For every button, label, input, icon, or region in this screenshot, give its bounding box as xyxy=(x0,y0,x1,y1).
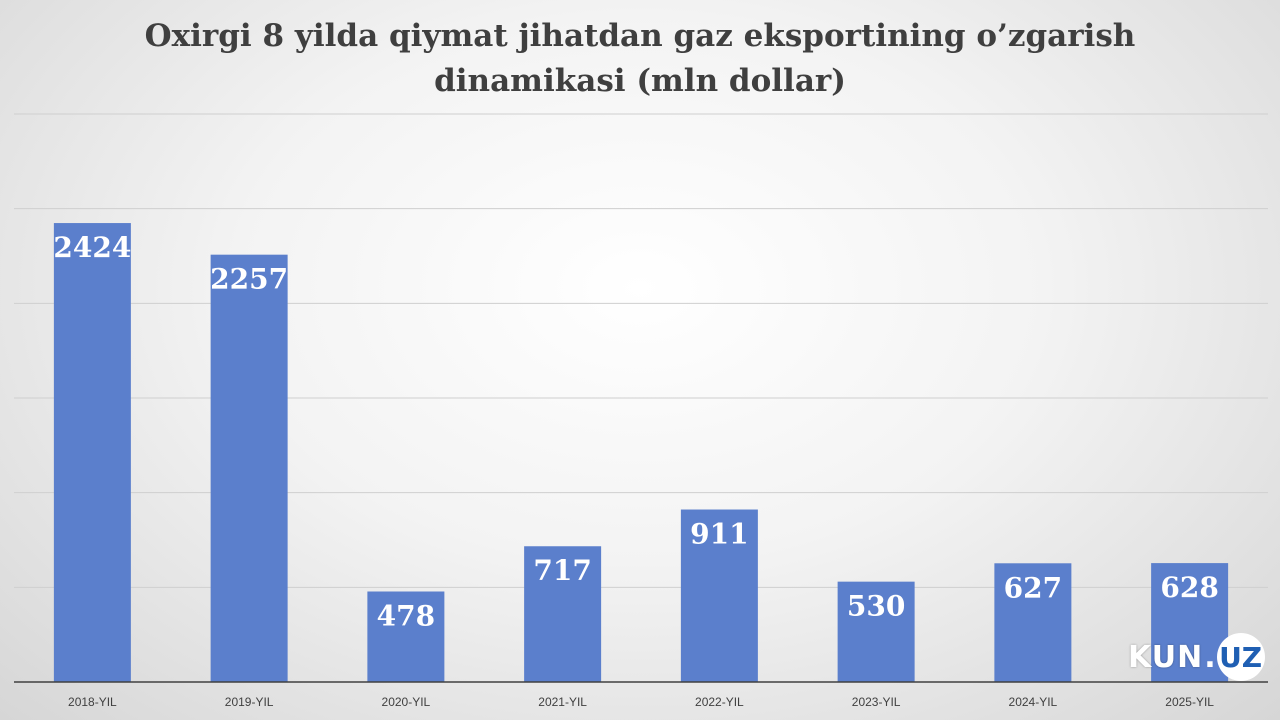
x-tick-label-2025-yil: 2025-YIL xyxy=(1165,695,1214,709)
data-label-2018-yil: 2424 xyxy=(53,231,131,264)
x-tick-label-2021-yil: 2021-YIL xyxy=(538,695,587,709)
logo-dot: . xyxy=(1204,639,1216,675)
data-label-2019-yil: 2257 xyxy=(210,263,288,296)
chart-title-line-2: dinamikasi (mln dollar) xyxy=(434,63,846,99)
x-tick-label-2018-yil: 2018-YIL xyxy=(68,695,117,709)
x-tick-label-2022-yil: 2022-YIL xyxy=(695,695,744,709)
bar-2025-yil xyxy=(1151,563,1229,682)
logo-uz-badge: UZ xyxy=(1216,633,1265,681)
x-tick-label-2023-yil: 2023-YIL xyxy=(852,695,901,709)
data-label-2025-yil: 628 xyxy=(1160,571,1218,604)
labels: 2424 2018-YIL 2257 2019-YIL 478 2020-YIL 717 20… xyxy=(53,231,1218,709)
data-label-2024-yil: 627 xyxy=(1004,571,1062,604)
bar-2021-yil xyxy=(524,546,602,682)
x-tick-label-2024-yil: 2024-YIL xyxy=(1009,695,1058,709)
data-label-2021-yil: 717 xyxy=(533,554,591,587)
chart-title: Oxirgi 8 yilda qiymat jihatdan gaz ekspo… xyxy=(0,14,1280,104)
chart-title-line-1: Oxirgi 8 yilda qiymat jihatdan gaz ekspo… xyxy=(144,18,1136,54)
gridlines xyxy=(14,113,1268,588)
bar-2024-yil xyxy=(994,563,1072,682)
x-tick-label-2019-yil: 2019-YIL xyxy=(225,695,274,709)
bars xyxy=(53,223,1229,682)
bar-2019-yil xyxy=(210,254,288,682)
data-label-2023-yil: 530 xyxy=(847,590,905,623)
bar-2023-yil xyxy=(837,581,915,682)
kun-uz-logo: KUN . UZ xyxy=(1128,633,1265,681)
data-label-2022-yil: 911 xyxy=(690,518,748,551)
x-tick-label-2020-yil: 2020-YIL xyxy=(382,695,431,709)
bar-2018-yil xyxy=(53,223,131,682)
bar-2020-yil xyxy=(367,591,445,682)
data-label-2020-yil: 478 xyxy=(377,599,435,632)
logo-kun-text: KUN xyxy=(1128,639,1204,675)
bar-2022-yil xyxy=(680,509,758,682)
